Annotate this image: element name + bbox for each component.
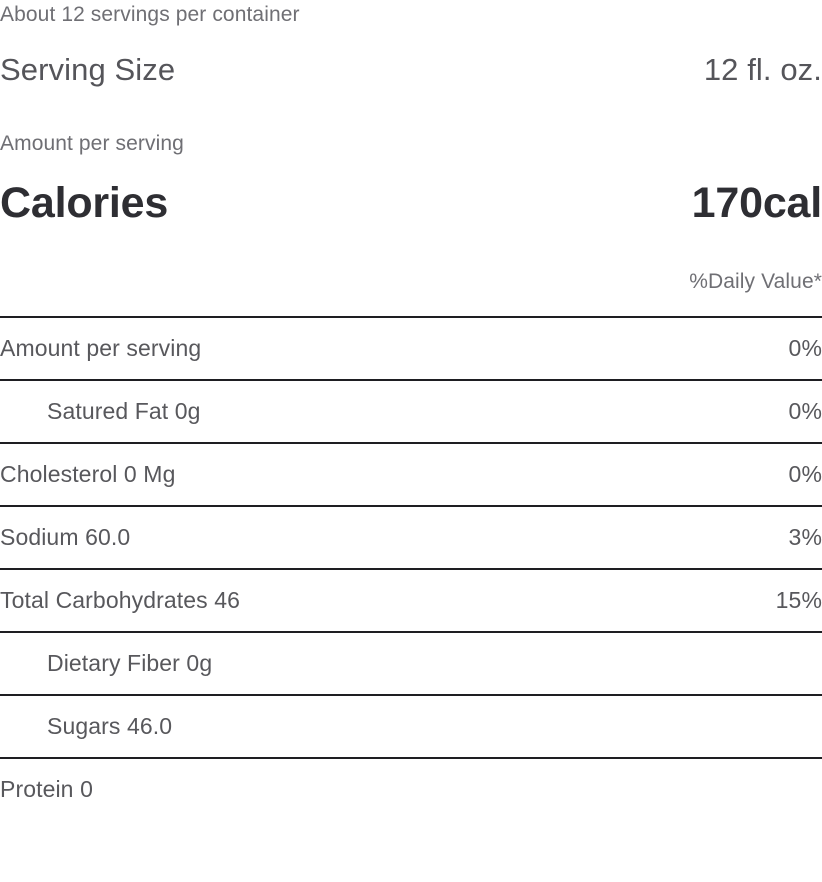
nutrient-daily-value: 15% — [775, 587, 822, 613]
nutrient-row: Total Carbohydrates 46 15% — [0, 568, 822, 631]
nutrient-daily-value: 0% — [788, 335, 822, 361]
nutrient-row: Protein 0 — [0, 757, 822, 820]
nutrient-name: Protein 0 — [0, 776, 93, 802]
nutrient-daily-value: 0% — [788, 398, 822, 424]
nutrient-row: Sugars 46.0 — [0, 694, 822, 757]
nutrient-name: Sugars 46.0 — [47, 713, 173, 739]
nutrient-name: Amount per serving — [0, 335, 202, 361]
calories-value: 170cal — [691, 179, 822, 227]
nutrient-row: Sodium 60.0 3% — [0, 505, 822, 568]
nutrient-row: Amount per serving 0% — [0, 316, 822, 379]
servings-per-container: About 12 servings per container — [0, 3, 300, 26]
nutrient-row: Cholesterol 0 Mg 0% — [0, 442, 822, 505]
daily-value-header: %Daily Value* — [689, 270, 822, 293]
nutrient-row: Satured Fat 0g 0% — [0, 379, 822, 442]
serving-size-row: Serving Size 12 fl. oz. — [0, 53, 822, 87]
calories-row: Calories 170cal — [0, 180, 822, 226]
nutrient-daily-value: 0% — [788, 461, 822, 487]
nutrient-daily-value: 3% — [788, 524, 822, 550]
nutrient-name: Cholesterol 0 Mg — [0, 461, 176, 487]
nutrient-name: Satured Fat 0g — [47, 398, 201, 424]
nutrient-table: Amount per serving 0% Satured Fat 0g 0% Chol… — [0, 316, 822, 820]
serving-size-value: 12 fl. oz. — [703, 52, 822, 87]
amount-per-serving-header: Amount per serving — [0, 132, 184, 155]
calories-label: Calories — [0, 179, 169, 227]
nutrient-name: Dietary Fiber 0g — [47, 650, 213, 676]
serving-size-label: Serving Size — [0, 52, 176, 87]
nutrient-row: Dietary Fiber 0g — [0, 631, 822, 694]
nutrient-name: Sodium 60.0 — [0, 524, 131, 550]
daily-value-header-row: %Daily Value* — [0, 271, 822, 292]
nutrient-name: Total Carbohydrates 46 — [0, 587, 241, 613]
